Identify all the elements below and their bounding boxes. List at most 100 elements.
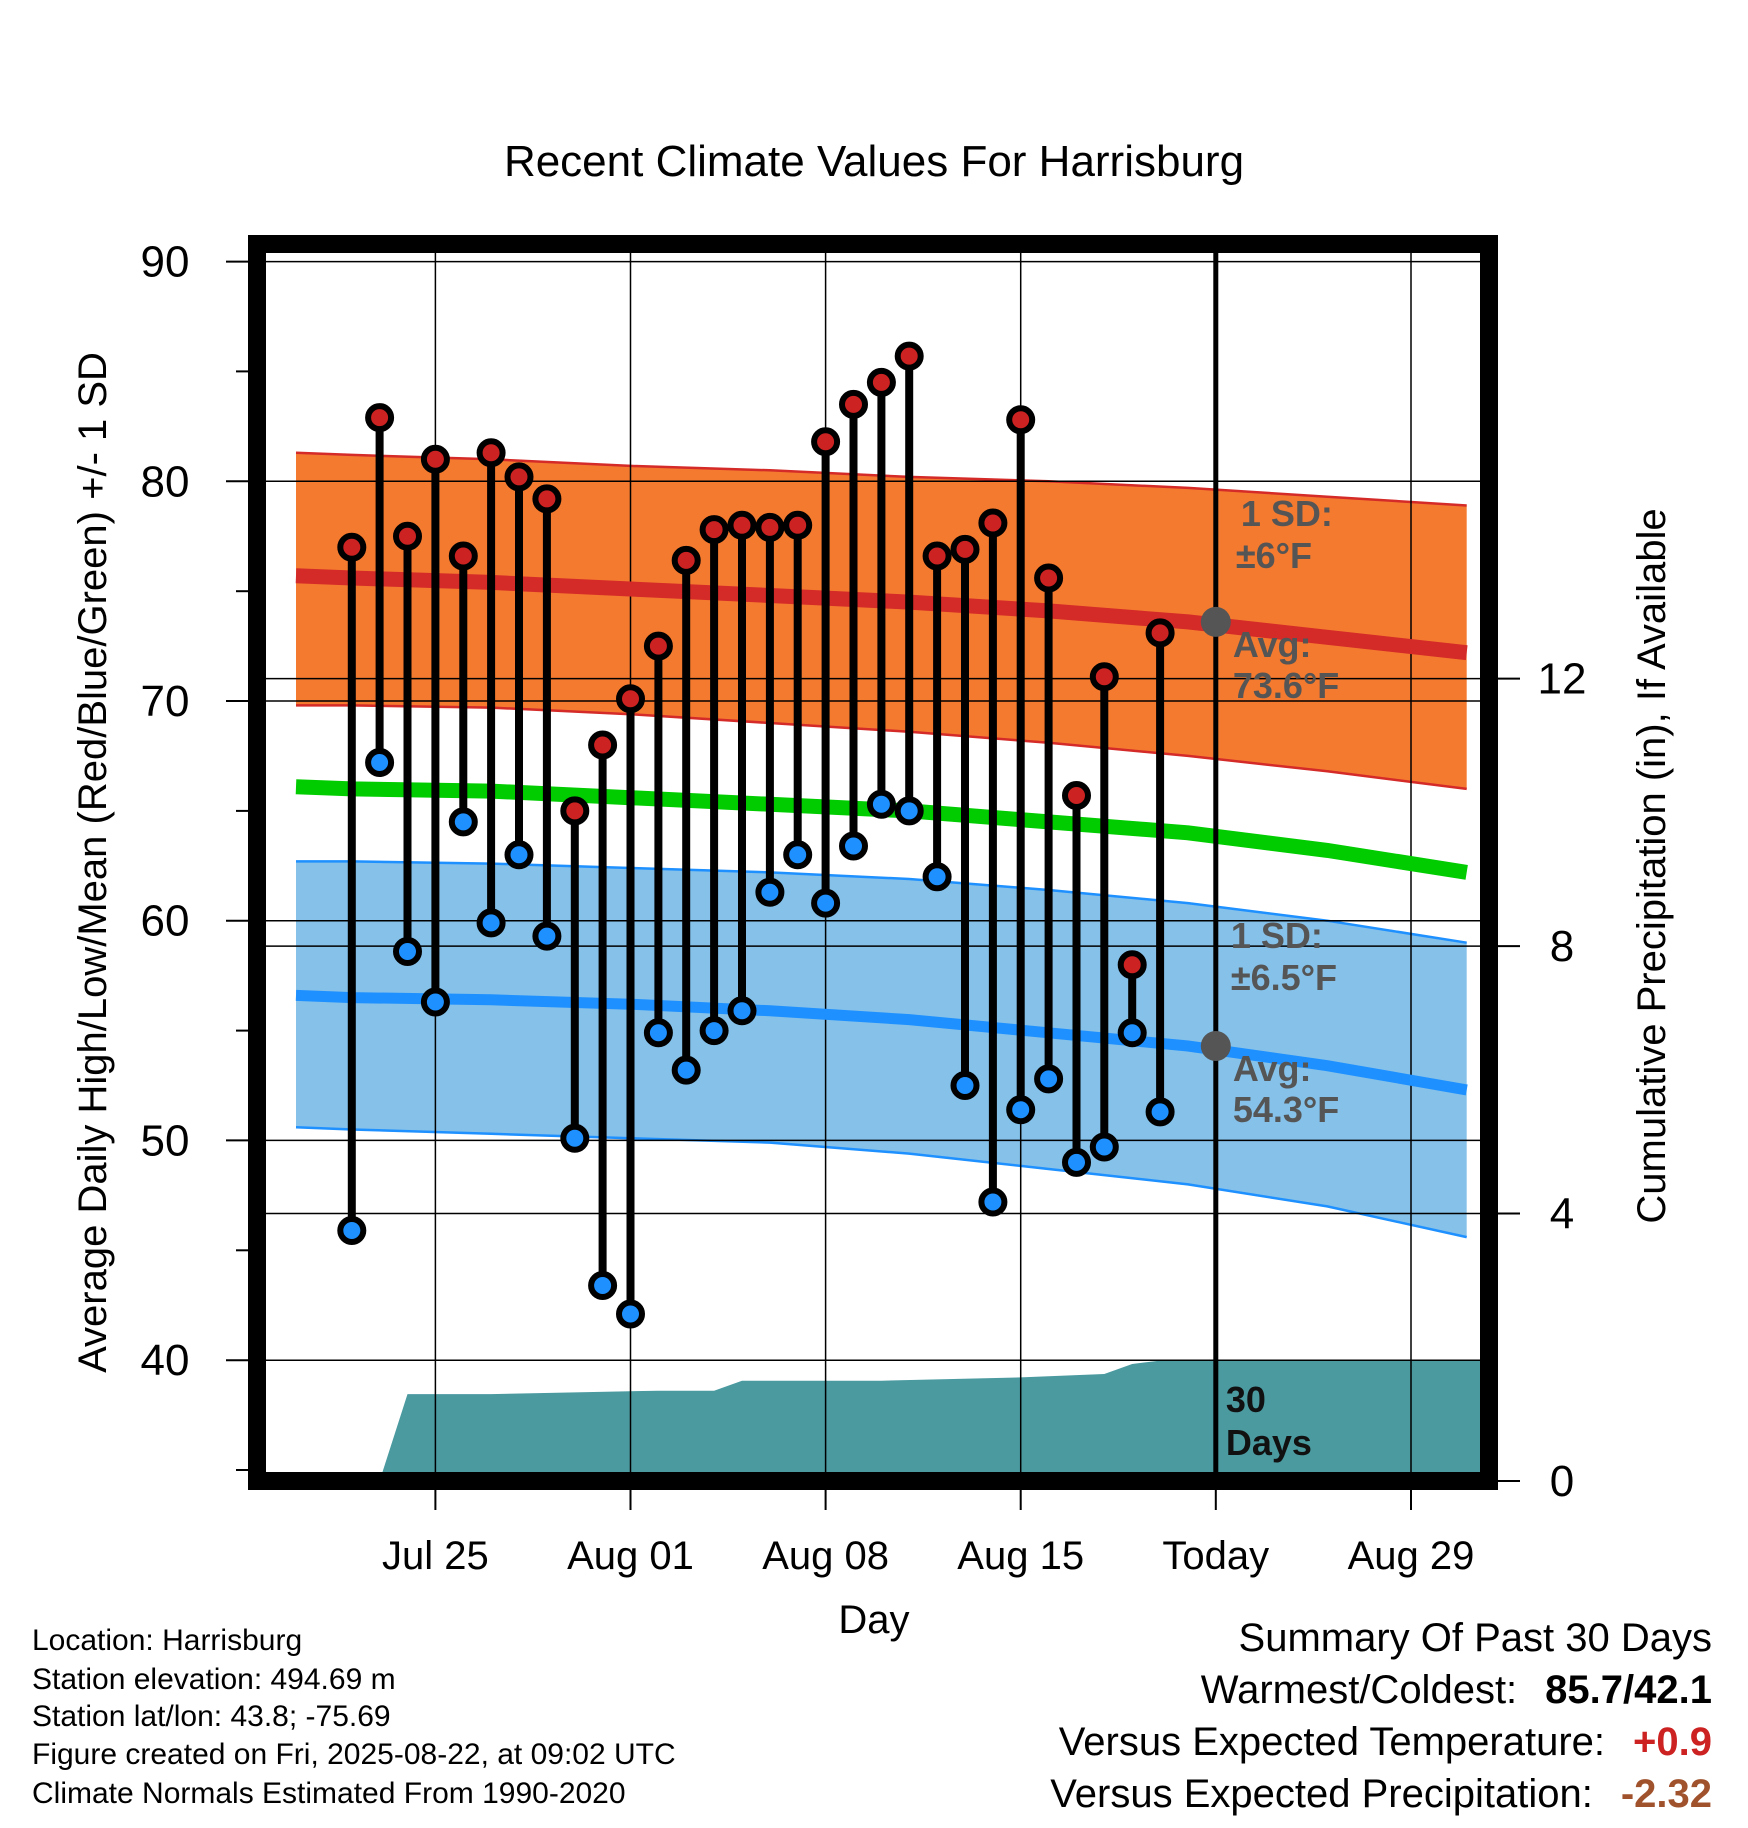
daily-high-point [922, 541, 952, 571]
low-sd-label: 1 SD: [1231, 915, 1323, 956]
daily-low-point [504, 840, 534, 870]
y-tick-label: 90 [141, 238, 190, 287]
daily-low-point [1062, 1147, 1091, 1177]
precipitation-value: -2.32 [1620, 1772, 1712, 1816]
daily-high-point [811, 427, 841, 457]
daily-high-point [365, 403, 395, 433]
high-sd-value: ±6°F [1236, 535, 1312, 576]
y-tick-label: 50 [141, 1116, 190, 1165]
y-tick-label: 80 [141, 457, 190, 506]
daily-low-point [950, 1071, 980, 1100]
x-tick-label: Aug 01 [567, 1534, 694, 1578]
precipitation-area [379, 1360, 1489, 1481]
x-tick-label: Aug 29 [1348, 1534, 1475, 1578]
daily-low-point [365, 748, 395, 777]
low-avg-value: 54.3°F [1233, 1089, 1339, 1130]
precip-days-count: 30 [1226, 1379, 1266, 1420]
daily-high-point [699, 515, 729, 545]
daily-low-point [337, 1216, 367, 1245]
high-band-lower-edge [296, 704, 1467, 791]
daily-high-point [1034, 563, 1064, 593]
daily-high-point [532, 484, 562, 514]
normal-high-line [295, 568, 1468, 661]
daily-high-point [420, 444, 450, 474]
daily-low-point [448, 807, 478, 837]
daily-low-point [978, 1187, 1008, 1217]
daily-high-point [755, 512, 785, 542]
info-elevation: Station elevation: 494.69 m [32, 1663, 396, 1696]
info-created: Figure created on Fri, 2025-08-22, at 09… [32, 1738, 676, 1771]
daily-low-point [783, 840, 813, 870]
chart-title: Recent Climate Values For Harrisburg [504, 137, 1244, 186]
daily-high-point [393, 521, 422, 551]
daily-high-point [950, 534, 980, 564]
precip-days-unit: Days [1226, 1422, 1312, 1463]
daily-high-point [866, 367, 896, 397]
x-tick-label: Aug 15 [957, 1534, 1084, 1578]
daily-high-point [1006, 405, 1036, 435]
daily-high-point [560, 796, 590, 826]
daily-high-point [337, 532, 367, 562]
daily-low-point [393, 937, 422, 966]
daily-low-point [727, 996, 757, 1026]
daily-low-point [1034, 1064, 1064, 1094]
high-avg-label: Avg: [1233, 624, 1312, 665]
low-band-lower-edge [295, 1126, 1467, 1239]
y-tick-label: 60 [141, 897, 190, 946]
daily-low-point [671, 1055, 701, 1085]
low-sd-value: ±6.5°F [1231, 957, 1337, 998]
daily-low-point [532, 921, 562, 951]
low-avg-marker [1200, 1031, 1231, 1061]
normal-mean-line [295, 779, 1468, 880]
daily-high-point [1117, 950, 1147, 980]
daily-low-point [643, 1018, 673, 1048]
daily-low-point [420, 987, 450, 1017]
high-avg-marker [1200, 606, 1231, 637]
daily-high-point [727, 510, 757, 540]
daily-high-point [588, 730, 618, 760]
temperature-value: +0.9 [1633, 1720, 1712, 1764]
daily-high-point [839, 389, 868, 419]
x-axis-label: Day [838, 1598, 909, 1642]
daily-low-point [616, 1299, 645, 1329]
precipitation-label: Versus Expected Precipitation: [1050, 1772, 1593, 1816]
daily-observations [337, 341, 1175, 1329]
daily-high-point [448, 541, 478, 571]
y2-tick-label: 12 [1538, 655, 1587, 704]
info-location: Location: Harrisburg [32, 1624, 303, 1657]
daily-low-point [476, 908, 506, 938]
daily-high-point [978, 508, 1008, 538]
temperature-label: Versus Expected Temperature: [1058, 1720, 1606, 1764]
low-sd-band [296, 861, 1467, 1238]
summary-temperature: Versus Expected Temperature: +0.9 [1059, 1720, 1712, 1765]
y-axis-label: Average Daily High/Low/Mean (Red/Blue/Gr… [71, 352, 115, 1373]
daily-high-point [476, 438, 506, 468]
y2-tick-label: 8 [1550, 922, 1574, 971]
daily-low-point [1145, 1097, 1175, 1127]
daily-low-point [811, 888, 841, 918]
daily-low-point [588, 1271, 618, 1300]
info-latlon: Station lat/lon: 43.8; -75.69 [32, 1700, 391, 1733]
y-tick-label: 70 [141, 677, 190, 726]
daily-low-point [866, 789, 896, 819]
x-tick-label: Aug 08 [762, 1534, 889, 1578]
daily-high-point [643, 631, 673, 661]
daily-low-point [699, 1016, 729, 1046]
plot-area [257, 244, 1489, 1481]
info-normals: Climate Normals Estimated From 1990-2020 [32, 1777, 626, 1810]
low-avg-label: Avg: [1233, 1048, 1312, 1089]
daily-high-point [783, 510, 813, 540]
daily-low-point [560, 1123, 590, 1153]
daily-low-point [839, 831, 868, 861]
daily-low-point [1117, 1018, 1147, 1048]
daily-low-point [922, 862, 952, 892]
warmest-coldest-value: 85.7/42.1 [1545, 1668, 1712, 1712]
daily-high-point [1145, 618, 1175, 648]
high-avg-value: 73.6°F [1233, 665, 1339, 706]
daily-low-point [894, 796, 924, 826]
x-tick-label: Jul 25 [382, 1534, 489, 1578]
daily-high-point [616, 684, 645, 714]
daily-high-point [671, 545, 701, 575]
daily-high-point [1062, 781, 1091, 810]
